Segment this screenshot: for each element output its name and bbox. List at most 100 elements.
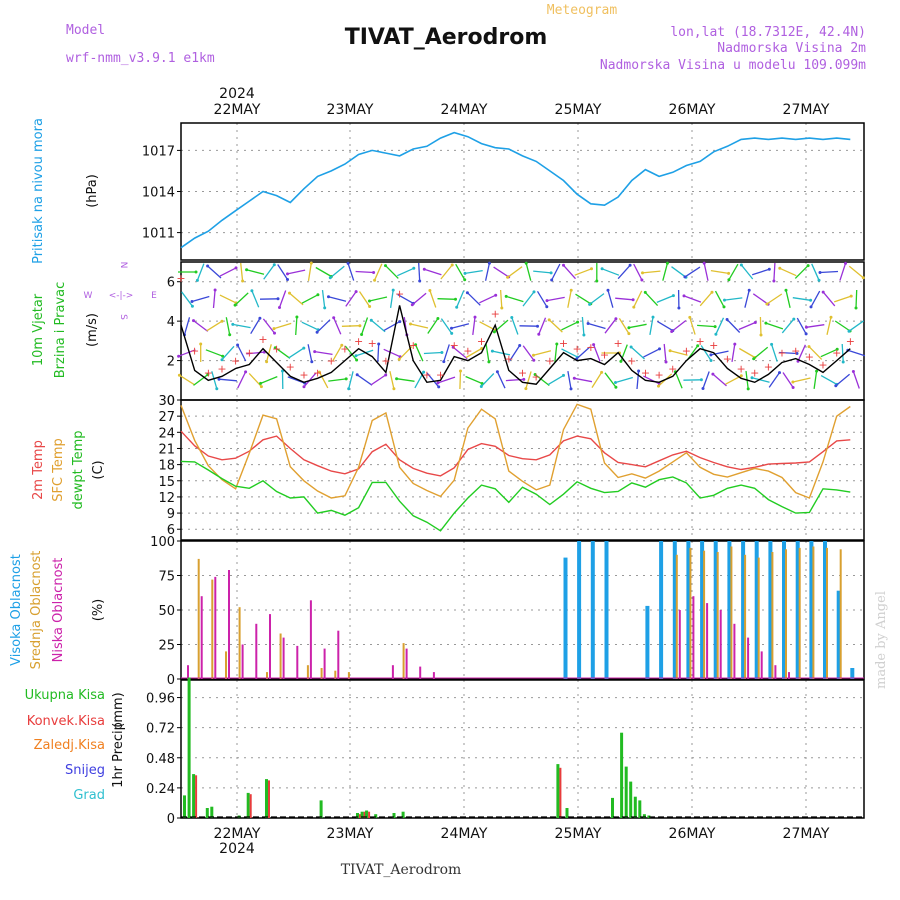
wind-arrow [738, 347, 756, 359]
wind-arrow-head [778, 266, 782, 270]
compass-east: E [151, 291, 157, 301]
wind-arrow [752, 293, 769, 305]
wind-arrow [418, 262, 421, 282]
cloud-bar [337, 630, 340, 679]
wind-arrow [218, 378, 237, 382]
wind-arrow [196, 263, 205, 281]
wind-arrow-head [194, 270, 198, 274]
cloud-bar [279, 633, 282, 679]
wind-arrow-head [562, 373, 565, 377]
wind-arrow-head [455, 305, 459, 309]
wind-tick-label: 2 [167, 355, 175, 370]
wind-arrow-head [640, 278, 644, 282]
wind-arrow-head [752, 357, 756, 361]
wind-arrow-head [409, 322, 412, 326]
wind-arrow-head [588, 302, 592, 306]
wind-arrow [770, 344, 778, 362]
wind-arrow [429, 290, 437, 308]
wind-arrow-head [273, 331, 276, 335]
wind-arrow [348, 371, 354, 389]
wind-arrow-head [286, 278, 289, 281]
wind-arrow [724, 297, 743, 301]
wind-arrow [205, 349, 223, 357]
precip-total-bar [611, 797, 614, 818]
wind-gust-marker: + [436, 368, 445, 381]
wind-tick-label: 4 [167, 315, 175, 330]
wind-arrow [437, 376, 456, 384]
wind-arrow [563, 264, 576, 280]
cloud-bar [839, 549, 842, 679]
wind-arrow [779, 351, 798, 355]
wind-gust-marker: + [573, 343, 582, 356]
wind-arrow [643, 348, 660, 358]
wind-arrow-head [576, 320, 580, 324]
date-label-top: 22MAY [214, 102, 261, 118]
wind-arrow [551, 263, 561, 281]
wind-arrow [607, 290, 614, 308]
wind-arrow [347, 263, 355, 281]
wind-arrow-head [818, 271, 822, 274]
wind-arrow-head [627, 332, 631, 336]
cloud-bar [826, 547, 828, 679]
wind-arrow [547, 374, 564, 386]
wind-arrow-head [614, 385, 618, 389]
wind-arrow [479, 294, 496, 304]
precip-conv-bar [559, 767, 562, 818]
precip-conv-bar [249, 794, 252, 818]
wind-arrow [301, 321, 319, 331]
wind-arrow-head [302, 346, 306, 350]
wind-arrow [506, 295, 524, 303]
precip-total-bar [647, 815, 651, 818]
wind-arrow-head [414, 343, 418, 347]
date-label-bottom: 24MAY [441, 826, 488, 842]
wind-arrow [663, 343, 667, 363]
wind-arrow-head [487, 360, 491, 364]
wind-arrow [710, 269, 729, 275]
wind-arrow-head [228, 333, 232, 337]
wind-arrow [332, 344, 343, 362]
wind-speed-series [180, 305, 851, 385]
wind-arrow-head [510, 316, 514, 319]
wind-arrow-head [199, 342, 203, 346]
wind-arrow [459, 370, 462, 390]
wind-arrow [505, 378, 524, 382]
wind-arrow [615, 376, 633, 384]
wind-arrow [751, 377, 770, 383]
wind-arrow-head [569, 288, 573, 292]
wind-arrow [263, 264, 275, 280]
wind-arrow [251, 290, 260, 308]
wind-arrow [492, 350, 511, 356]
wind-arrow [465, 347, 483, 359]
wind-arrow [753, 346, 769, 360]
wind-arrow-head [532, 358, 536, 362]
wind-arrow [289, 292, 304, 306]
wind-arrow [273, 322, 292, 330]
wind-arrow [657, 320, 674, 332]
precip-axis-unit: (mm) [111, 692, 126, 727]
wind-arrow-head [668, 349, 672, 353]
cloud-bar [228, 570, 230, 679]
precip-tick-label: 0.24 [146, 782, 175, 797]
precip-total-bar [265, 779, 268, 818]
model-name: wrf-nmm_v3.9.1 e1km [66, 51, 215, 66]
wind-arrow-head [259, 385, 263, 389]
cloud-high-label: Visoka Oblacnost [9, 554, 24, 666]
wind-arrow [714, 290, 725, 308]
wind-arrow [274, 347, 291, 359]
wind-arrow-head [550, 278, 554, 282]
wind-arrow-head [854, 306, 858, 310]
wind-arrow-head [391, 288, 395, 292]
wind-arrow-head [428, 289, 432, 292]
wind-gust-marker: + [299, 368, 308, 381]
wind-gust-marker: + [176, 272, 185, 285]
wind-gust-marker: + [695, 335, 704, 348]
wind-arrow [581, 316, 585, 336]
wind-arrow [484, 263, 491, 281]
dewpt-label: dewpt Temp [71, 430, 86, 509]
sfc-temp-label: SFC Temp [51, 438, 66, 502]
wind-arrow-head [595, 279, 599, 283]
wind-arrow-head [545, 299, 549, 303]
wind-arrow [178, 349, 196, 357]
wind-arrow [785, 290, 791, 308]
